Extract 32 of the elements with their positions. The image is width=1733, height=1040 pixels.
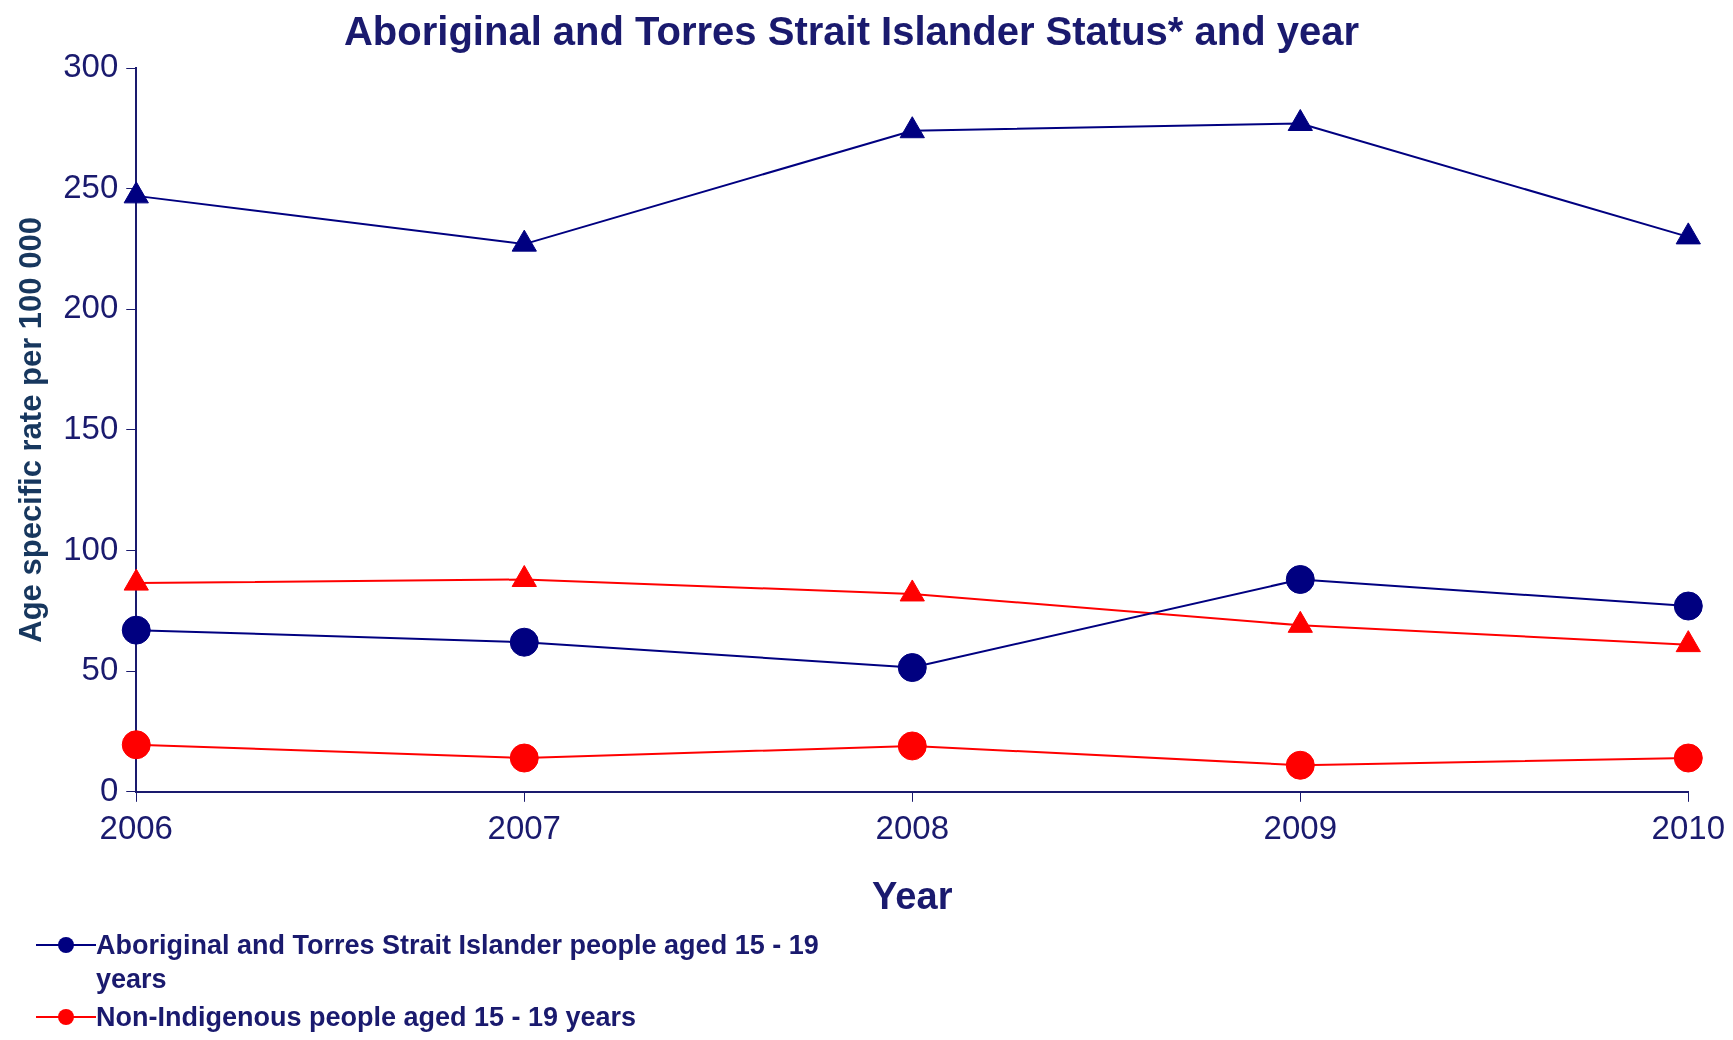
- y-tick-label: 250: [63, 167, 119, 205]
- point: [1673, 743, 1703, 773]
- x-tick-label: 2006: [99, 808, 173, 846]
- point: [899, 116, 925, 139]
- point: [121, 615, 151, 645]
- point: [123, 181, 149, 204]
- legend-label: Aboriginal and Torres Strait Islander people aged 15 - 19 years: [96, 929, 820, 996]
- y-tick-label: 50: [81, 650, 119, 688]
- point: [1675, 222, 1701, 245]
- point: [1285, 564, 1315, 594]
- x-tick-label: 2009: [1263, 808, 1337, 846]
- y-tick-label: 150: [63, 408, 119, 446]
- point: [897, 653, 927, 683]
- point: [509, 627, 539, 657]
- y-tick-label: 300: [63, 47, 119, 85]
- legend-label: Non-Indigenous people aged 15 - 19 years: [96, 1001, 637, 1034]
- point: [1285, 750, 1315, 780]
- point: [509, 743, 539, 773]
- x-tick-label: 2007: [487, 808, 561, 846]
- point: [897, 731, 927, 761]
- point: [511, 229, 537, 252]
- y-tick-label: 100: [63, 529, 119, 567]
- y-tick-label: 200: [63, 288, 119, 326]
- point: [121, 730, 151, 760]
- y-axis-title: Age specific rate per 100 000: [13, 217, 49, 643]
- y-tick-label: 0: [99, 770, 119, 808]
- x-tick-label: 2008: [875, 808, 949, 846]
- point: [1287, 108, 1313, 131]
- x-tick-label: 2010: [1651, 808, 1725, 846]
- point: [1673, 591, 1703, 621]
- x-axis-title: Year: [872, 874, 953, 917]
- chart-title: Aboriginal and Torres Strait Islander Status* and year: [343, 9, 1360, 54]
